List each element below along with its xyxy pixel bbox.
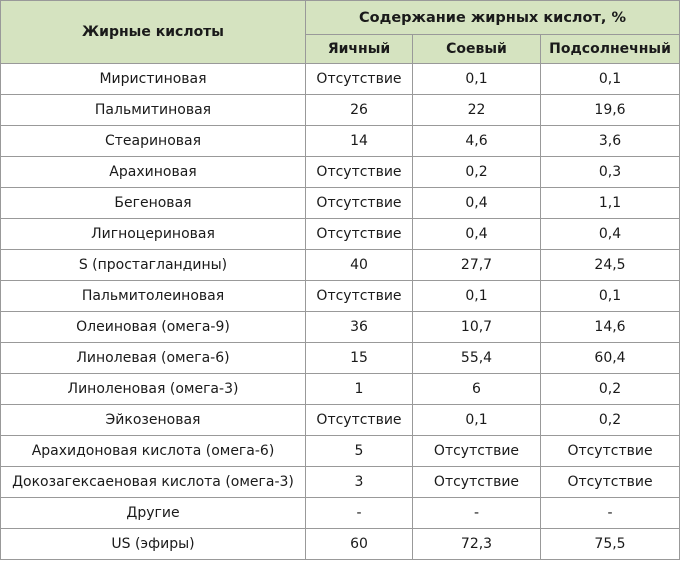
acid-name-cell: Линолевая (омега-6) (0, 342, 306, 374)
cell-egg: - (305, 497, 413, 529)
table-row: Линолевая (омега-6) 15 55,4 60,4 (0, 342, 680, 374)
header-col-sunflower: Подсолнечный (539, 34, 680, 64)
table-row: Линоленовая (омега-3) 1 6 0,2 (0, 373, 680, 405)
cell-sunflower: 0,3 (539, 156, 680, 188)
cell-sunflower: 24,5 (539, 249, 680, 281)
cell-soy: 0,4 (412, 218, 541, 250)
cell-soy: 0,1 (412, 280, 541, 312)
cell-egg: 14 (305, 125, 413, 157)
header-content: Содержание жирных кислот, % (304, 0, 680, 35)
cell-sunflower: 0,2 (539, 404, 680, 436)
cell-sunflower: 1,1 (539, 187, 680, 219)
cell-egg: Отсутствие (305, 218, 413, 250)
acid-name-cell: Арахидоновая кислота (омега-6) (0, 435, 306, 467)
cell-egg: Отсутствие (305, 156, 413, 188)
cell-sunflower: 3,6 (539, 125, 680, 157)
cell-soy: Отсутствие (412, 466, 541, 498)
table-row: Пальмитиновая 26 22 19,6 (0, 94, 680, 126)
cell-egg: 1 (305, 373, 413, 405)
cell-egg: Отсутствие (305, 63, 413, 95)
table-row: Бегеновая Отсутствие 0,4 1,1 (0, 187, 680, 219)
table-row: Лигноцериновая Отсутствие 0,4 0,4 (0, 218, 680, 250)
cell-soy: 22 (412, 94, 541, 126)
table-row: Другие - - - (0, 497, 680, 529)
table-header: Жирные кислоты Содержание жирных кислот,… (0, 0, 680, 64)
acid-name-cell: Миристиновая (0, 63, 306, 95)
acid-name-cell: Стеариновая (0, 125, 306, 157)
cell-sunflower: 14,6 (539, 311, 680, 343)
cell-egg: 5 (305, 435, 413, 467)
cell-sunflower: 0,1 (539, 280, 680, 312)
acid-name-cell: S (простагландины) (0, 249, 306, 281)
cell-egg: 40 (305, 249, 413, 281)
cell-sunflower: 75,5 (539, 528, 680, 560)
cell-soy: 6 (412, 373, 541, 405)
acid-name-cell: Арахиновая (0, 156, 306, 188)
cell-soy: 55,4 (412, 342, 541, 374)
table-row: US (эфиры) 60 72,3 75,5 (0, 528, 680, 560)
table-row: Стеариновая 14 4,6 3,6 (0, 125, 680, 157)
cell-egg: Отсутствие (305, 280, 413, 312)
acid-name-cell: Эйкозеновая (0, 404, 306, 436)
acid-name-cell: Другие (0, 497, 306, 529)
table-row: Миристиновая Отсутствие 0,1 0,1 (0, 63, 680, 95)
cell-soy: 0,2 (412, 156, 541, 188)
acid-name-cell: Линоленовая (омега-3) (0, 373, 306, 405)
table-row: Докозагексаеновая кислота (омега-3) 3 Отсу… (0, 466, 680, 498)
cell-soy: 4,6 (412, 125, 541, 157)
acid-name-cell: Бегеновая (0, 187, 306, 219)
cell-soy: 27,7 (412, 249, 541, 281)
cell-soy: 72,3 (412, 528, 541, 560)
cell-sunflower: Отсутствие (539, 435, 680, 467)
header-col-egg: Яичный (305, 34, 413, 64)
table-row: Пальмитолеиновая Отсутствие 0,1 0,1 (0, 280, 680, 312)
cell-egg: 60 (305, 528, 413, 560)
cell-sunflower: 60,4 (539, 342, 680, 374)
cell-soy: 0,1 (412, 404, 541, 436)
table-row: S (простагландины) 40 27,7 24,5 (0, 249, 680, 281)
acid-name-cell: US (эфиры) (0, 528, 306, 560)
header-col-soy: Соевый (412, 34, 541, 64)
table-row: Олеиновая (омега-9) 36 10,7 14,6 (0, 311, 680, 343)
cell-sunflower: 0,1 (539, 63, 680, 95)
cell-egg: 15 (305, 342, 413, 374)
cell-soy: 0,1 (412, 63, 541, 95)
cell-egg: 36 (305, 311, 413, 343)
acid-name-cell: Олеиновая (омега-9) (0, 311, 306, 343)
cell-sunflower: 19,6 (539, 94, 680, 126)
table-row: Эйкозеновая Отсутствие 0,1 0,2 (0, 404, 680, 436)
acid-name-cell: Докозагексаеновая кислота (омега-3) (0, 466, 306, 498)
cell-soy: 10,7 (412, 311, 541, 343)
acid-name-cell: Пальмитиновая (0, 94, 306, 126)
acid-name-cell: Пальмитолеиновая (0, 280, 306, 312)
cell-soy: Отсутствие (412, 435, 541, 467)
acid-name-cell: Лигноцериновая (0, 218, 306, 250)
table-row: Арахидоновая кислота (омега-6) 5 Отсутстви… (0, 435, 680, 467)
cell-egg: Отсутствие (305, 187, 413, 219)
cell-sunflower: 0,2 (539, 373, 680, 405)
cell-egg: 3 (305, 466, 413, 498)
header-acids: Жирные кислоты (0, 0, 306, 64)
cell-sunflower: - (539, 497, 680, 529)
cell-egg: Отсутствие (305, 404, 413, 436)
cell-soy: - (412, 497, 541, 529)
cell-soy: 0,4 (412, 187, 541, 219)
table-body: Миристиновая Отсутствие 0,1 0,1 Пальмитинова… (0, 63, 680, 560)
table-row: Арахиновая Отсутствие 0,2 0,3 (0, 156, 680, 188)
cell-sunflower: Отсутствие (539, 466, 680, 498)
cell-egg: 26 (305, 94, 413, 126)
cell-sunflower: 0,4 (539, 218, 680, 250)
